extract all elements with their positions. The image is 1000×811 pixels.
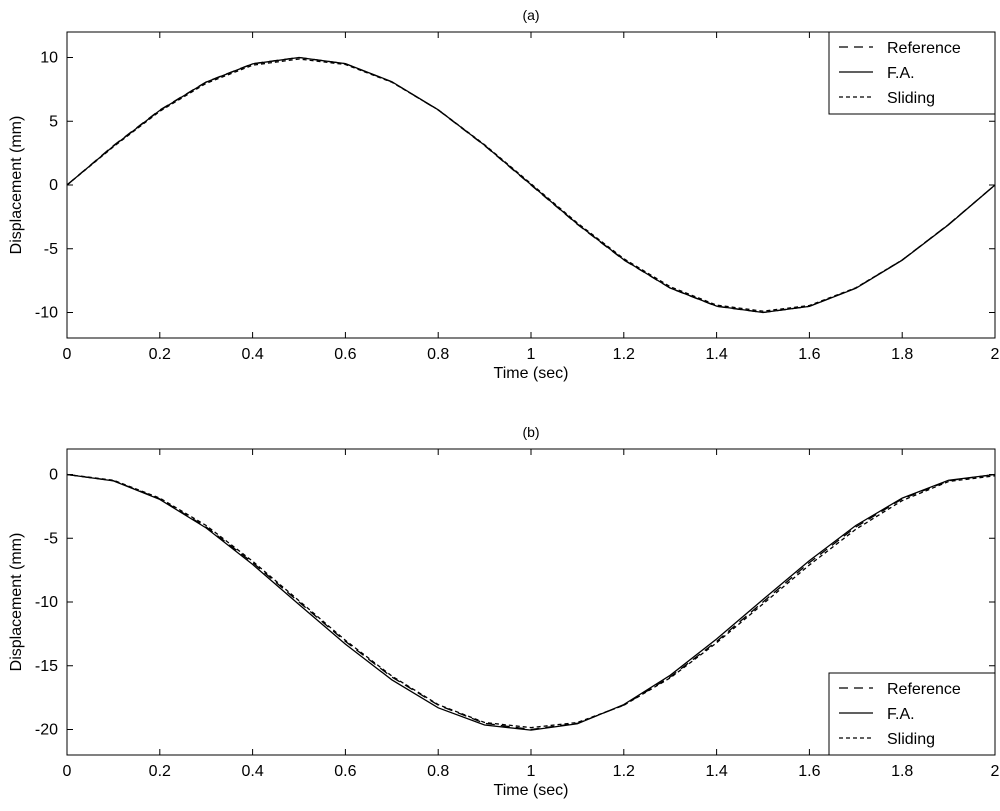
legend: Reference F.A. Sliding bbox=[828, 31, 996, 115]
y-tick-label: -15 bbox=[35, 658, 58, 675]
legend-label: Sliding bbox=[887, 731, 935, 748]
legend: Reference F.A. Sliding bbox=[828, 672, 996, 756]
legend-label: Reference bbox=[887, 681, 961, 698]
x-tick-label: 0.4 bbox=[241, 763, 263, 780]
x-tick-label: 0.6 bbox=[334, 346, 356, 363]
y-tick-label: -20 bbox=[35, 722, 58, 739]
x-tick-label: 1.6 bbox=[798, 763, 820, 780]
legend-box bbox=[828, 31, 996, 115]
y-axis-label: Displacement (mm) bbox=[8, 116, 25, 255]
chart-0: (a) 0 0.2 0.4 0.6 0.8 1 1.2 1.4 1.6 1.8 2 -10 -5 0 5 10 T… bbox=[8, 7, 1000, 382]
y-axis-label: Displacement (mm) bbox=[8, 533, 25, 672]
legend-label: F.A. bbox=[887, 65, 915, 82]
x-tick-label: 0.4 bbox=[241, 346, 263, 363]
x-tick-label: 2 bbox=[991, 346, 1000, 363]
x-tick-label: 1 bbox=[527, 346, 536, 363]
x-tick-label: 0.8 bbox=[427, 763, 449, 780]
y-tick-label: -10 bbox=[35, 594, 58, 611]
series-line-fa bbox=[66, 473, 996, 731]
legend-label: Sliding bbox=[887, 90, 935, 107]
x-tick-label: 1.4 bbox=[705, 763, 727, 780]
x-tick-label: 0 bbox=[63, 763, 72, 780]
x-tick-label: 1.2 bbox=[613, 763, 635, 780]
series-line-fa bbox=[66, 56, 996, 314]
chart-title: (b) bbox=[522, 424, 539, 440]
x-tick-label: 0.6 bbox=[334, 763, 356, 780]
legend-label: Reference bbox=[887, 40, 961, 57]
x-tick-label: 2 bbox=[991, 763, 1000, 780]
x-axis-label: Time (sec) bbox=[494, 365, 569, 382]
y-tick-label: 0 bbox=[49, 467, 58, 484]
x-tick-label: 0.2 bbox=[149, 346, 171, 363]
x-tick-label: 0.8 bbox=[427, 346, 449, 363]
x-tick-label: 1.8 bbox=[891, 346, 913, 363]
x-tick-label: 1.8 bbox=[891, 763, 913, 780]
x-tick-label: 1.2 bbox=[613, 346, 635, 363]
x-tick-label: 1 bbox=[527, 763, 536, 780]
x-tick-label: 0.2 bbox=[149, 763, 171, 780]
chart-title: (a) bbox=[522, 7, 539, 23]
y-tick-label: 0 bbox=[49, 177, 58, 194]
y-tick-label: 10 bbox=[40, 50, 58, 67]
y-tick-label: -5 bbox=[44, 241, 58, 258]
series-line-sliding bbox=[66, 473, 996, 729]
x-tick-label: 1.6 bbox=[798, 346, 820, 363]
chart-1: (b) 0 0.2 0.4 0.6 0.8 1 1.2 1.4 1.6 1.8 2 -20 -15 -10 -… bbox=[8, 424, 1000, 799]
y-tick-label: 5 bbox=[49, 113, 58, 130]
legend-box bbox=[828, 672, 996, 756]
x-tick-label: 1.4 bbox=[705, 346, 727, 363]
legend-label: F.A. bbox=[887, 706, 915, 723]
x-tick-label: 0 bbox=[63, 346, 72, 363]
series-line-sliding bbox=[66, 58, 996, 312]
y-tick-label: -10 bbox=[35, 305, 58, 322]
y-tick-label: -5 bbox=[44, 530, 58, 547]
x-axis-label: Time (sec) bbox=[494, 782, 569, 799]
